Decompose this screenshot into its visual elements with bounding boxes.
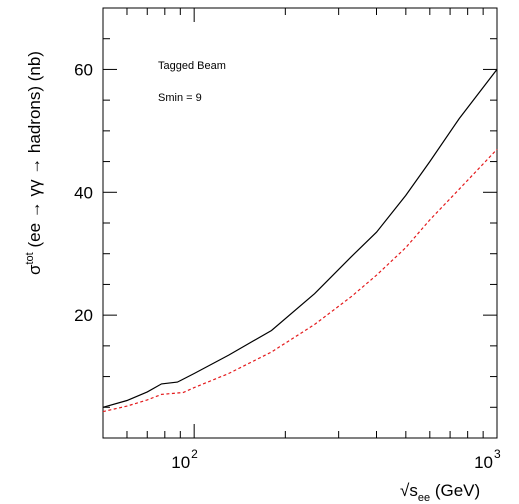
- x-axis-label-sub: ee: [418, 492, 430, 504]
- x-axis-label-suffix: (GeV): [430, 481, 480, 500]
- y-tick-label: 40: [74, 183, 93, 202]
- x-axis-label: √see (GeV): [400, 481, 480, 504]
- series-layer: [102, 69, 498, 413]
- y-axis-label-rest: (ee → γγ → hadrons) (nb): [25, 51, 44, 252]
- y-axis-label: σtot (ee → γγ → hadrons) (nb): [24, 51, 44, 275]
- y-axis-label-sup: tot: [24, 252, 36, 264]
- series-line-dashed: [102, 148, 498, 413]
- axis-ticks: [102, 8, 498, 438]
- plot-frame: [102, 7, 498, 439]
- series-line-solid: [102, 69, 498, 408]
- x-tick-label: 10: [474, 453, 493, 472]
- y-axis-label-sigma: σ: [25, 264, 44, 275]
- y-tick-label: 60: [74, 60, 93, 79]
- x-tick-exponent: 2: [191, 447, 198, 461]
- annotation-tagged-beam: Tagged Beam: [158, 60, 226, 72]
- x-tick-exponent: 3: [494, 447, 501, 461]
- annotation-smin: Smin = 9: [158, 92, 202, 104]
- x-axis-label-prefix: √s: [400, 481, 418, 500]
- y-tick-label: 20: [74, 306, 93, 325]
- x-tick-label: 10: [171, 453, 190, 472]
